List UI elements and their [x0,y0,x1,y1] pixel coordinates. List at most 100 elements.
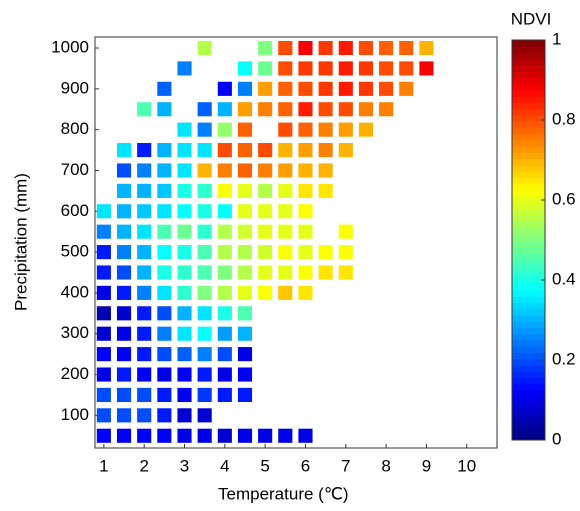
heatmap-cell [116,265,132,280]
colorbar-segment [512,258,545,266]
heatmap-cell [318,245,333,260]
y-tick-label: 400 [61,282,89,301]
heatmap-cell [116,183,132,198]
heatmap-cell [197,245,212,260]
heatmap-cell [157,306,172,321]
heatmap-cell [177,183,192,198]
heatmap-cell [197,265,212,280]
heatmap-cell [298,163,313,178]
x-tick-label: 5 [260,456,269,475]
y-tick-label: 1000 [51,38,89,57]
heatmap-cell [278,122,293,137]
heatmap-cell [197,408,212,423]
heatmap-cell [137,367,152,382]
heatmap-cell [157,408,172,423]
heatmap-cell [258,265,273,280]
x-tick-label: 8 [381,456,390,475]
colorbar-segment [512,152,545,160]
heatmap-cell [157,204,172,219]
heatmap-cell [137,347,152,362]
heatmap-cell [258,183,273,198]
heatmap-cell [116,285,132,300]
heatmap-cell [318,122,333,137]
heatmap-cell [217,306,232,321]
heatmap-cell [217,81,232,96]
heatmap-cell [419,61,434,76]
x-tick-label: 10 [457,456,476,475]
colorbar-segment [512,383,545,391]
colorbar-segment [512,358,545,366]
heatmap-cell [217,428,232,443]
heatmap-cell [278,183,293,198]
heatmap-cell [197,40,212,56]
colorbar-tick-label: 1 [552,29,561,48]
heatmap-cell [298,428,313,443]
heatmap-cell [157,245,172,260]
colorbar-segment [512,208,545,216]
heatmap-cell [237,183,253,198]
heatmap-cell [298,224,313,239]
colorbar-segment [512,340,545,347]
heatmap-cell [237,285,253,300]
heatmap-cell [177,367,192,382]
colorbar-segment [512,352,545,360]
heatmap-cell [157,367,172,382]
heatmap-cell [237,347,253,362]
heatmap-cell [197,224,212,239]
heatmap-cell [258,61,273,76]
heatmap-cell [237,387,253,402]
colorbar-segment [512,333,545,341]
heatmap-cell [338,102,353,117]
heatmap-cell [379,102,394,117]
colorbar-segment [512,240,545,247]
colorbar-segment [512,215,545,222]
heatmap-cell [358,122,374,137]
colorbar-segment [512,190,545,197]
heatmap-cell [338,224,353,239]
heatmap-cell [237,224,253,239]
colorbar-segment [512,283,545,291]
colorbar-segment [512,433,545,441]
colorbar-segment [512,277,545,285]
heatmap-cell [157,326,172,341]
heatmap-cell [137,245,152,260]
heatmap-cell [258,102,273,117]
heatmap-cell [237,306,253,321]
heatmap-cell [379,81,394,96]
heatmap-cell [217,102,232,117]
heatmap-cell [137,204,152,219]
heatmap-cell [116,306,132,321]
colorbar-segment [512,271,545,278]
heatmap-cell [318,102,333,117]
colorbar-segment [512,90,545,97]
heatmap-cell [237,61,253,76]
heatmap-cell [318,81,333,96]
heatmap-cell [137,224,152,239]
heatmap-cell [116,347,132,362]
heatmap-cell [116,204,132,219]
heatmap-cell [197,367,212,382]
heatmap-cell [177,306,192,321]
y-tick-label: 300 [61,323,89,342]
heatmap-cell [177,347,192,362]
heatmap-cell [217,142,232,158]
colorbar-segment [512,221,545,228]
heatmap-cell [399,61,414,76]
colorbar-segment [512,396,545,403]
heatmap-cell [96,285,111,300]
heatmap-cell [197,428,212,443]
heatmap-cell [237,122,253,137]
heatmap-cell [96,245,111,260]
heatmap-cell [157,81,172,96]
colorbar-segment [512,415,545,422]
heatmap-cell [258,40,273,56]
heatmap-cell [278,428,293,443]
heatmap-cell [298,122,313,137]
heatmap-cell [217,204,232,219]
colorbar-segment [512,427,545,435]
heatmap-cell [318,183,333,198]
heatmap-cell [298,285,313,300]
heatmap-cell [237,163,253,178]
heatmap-cell [197,122,212,137]
